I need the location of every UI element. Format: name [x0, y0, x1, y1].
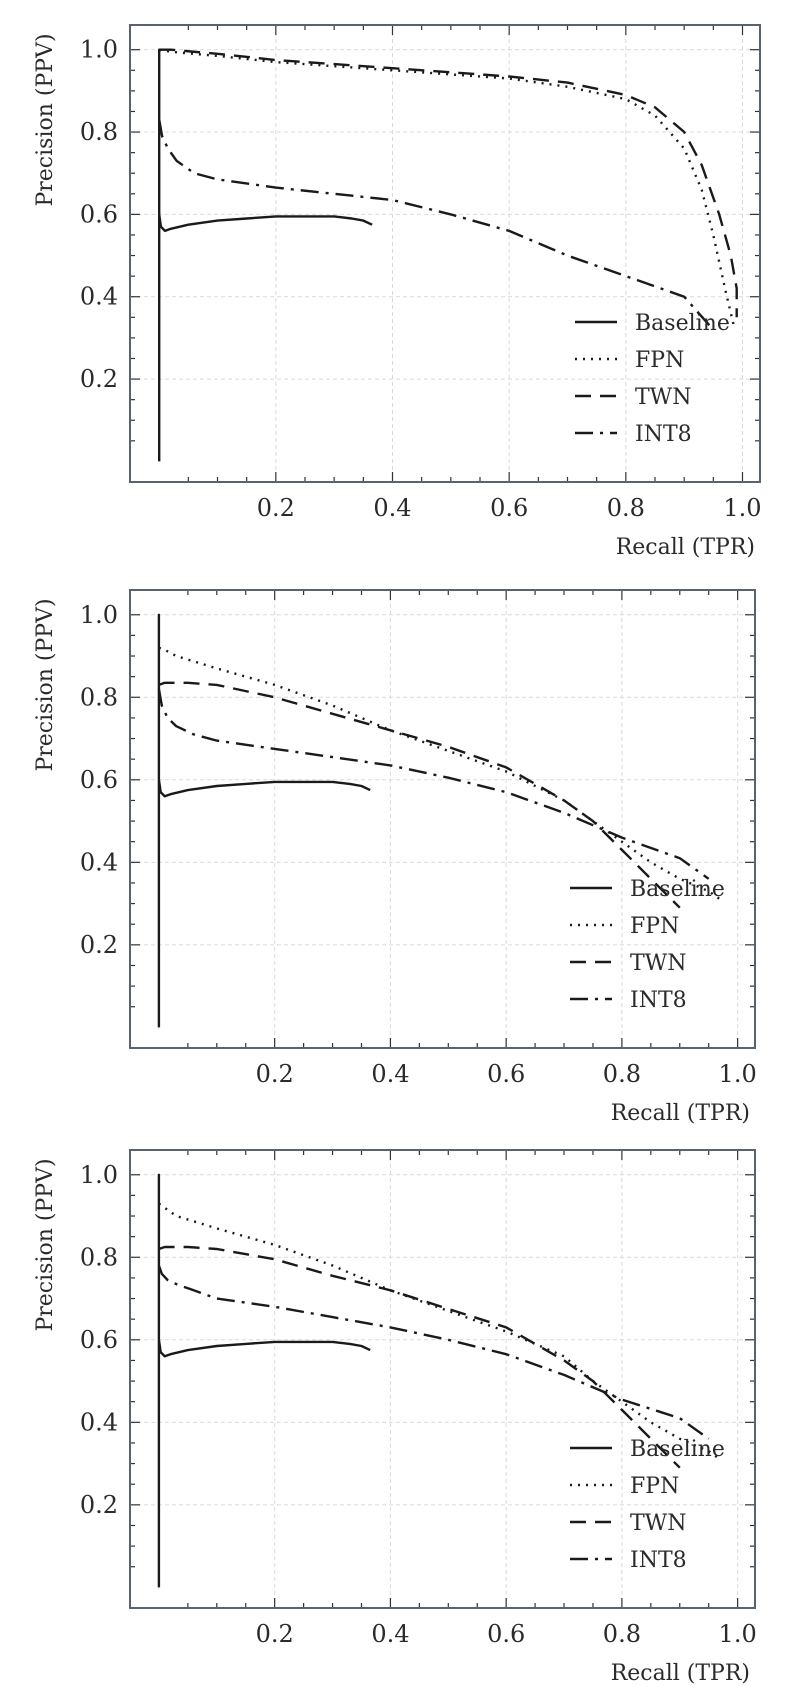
- plot-frame: [129, 589, 756, 1049]
- series-twn-line: [159, 48, 738, 318]
- y-tick-label: 0.8: [80, 1243, 118, 1271]
- x-tick-label: 0.6: [490, 494, 528, 522]
- y-tick-label: 1.0: [80, 601, 118, 629]
- y-axis-label: Precision (PPV): [33, 33, 58, 206]
- plot-frame: [129, 1149, 756, 1609]
- x-tick-label: 0.4: [373, 494, 411, 522]
- y-tick-label: 0.6: [80, 200, 118, 228]
- legend: Baseline FPN TWN INT8: [570, 877, 725, 1013]
- series-int8-line: [157, 688, 710, 880]
- legend: Baseline FPN TWN INT8: [575, 311, 730, 447]
- x-tick-label: 0.2: [257, 494, 295, 522]
- legend-label-twn: TWN: [630, 951, 687, 976]
- series-baseline-line: [157, 48, 373, 462]
- plot-frame: [129, 24, 761, 483]
- y-axis-label: Precision (PPV): [33, 598, 58, 771]
- legend-label-twn: TWN: [630, 1511, 687, 1536]
- y-tick-label: 1.0: [80, 1161, 118, 1189]
- series-baseline-line: [157, 613, 371, 1028]
- x-tick-label: 0.8: [607, 494, 645, 522]
- x-tick-label: 0.2: [256, 1060, 294, 1088]
- legend-label-fpn: FPN: [630, 914, 679, 939]
- y-axis-label: Precision (PPV): [33, 1158, 58, 1331]
- legend-label-baseline: Baseline: [635, 311, 730, 336]
- x-tick-label: 1.0: [719, 1620, 757, 1648]
- legend-label-twn: TWN: [635, 385, 692, 410]
- series-int8-line: [158, 119, 715, 331]
- y-tick-label: 0.4: [80, 848, 118, 876]
- y-tick-label: 0.4: [80, 1408, 118, 1436]
- chart-panel-3: 0.2 0.2 0.4 0.4 0.6 0.6 0.8 0.8 1.0 1.0 Recall (TP…: [33, 1149, 757, 1686]
- x-tick-label: 0.6: [487, 1060, 525, 1088]
- series-int8-line: [157, 1265, 710, 1440]
- x-tick-label: 0.8: [603, 1620, 641, 1648]
- legend-label-int8: INT8: [635, 422, 692, 447]
- legend-label-fpn: FPN: [630, 1474, 679, 1499]
- chart-panel-2: 0.2 0.2 0.4 0.4 0.6 0.6 0.8 0.8 1.0 1.0 Recall (TP…: [33, 589, 757, 1126]
- x-tick-label: 0.4: [371, 1060, 409, 1088]
- chart-panel-1: 0.2 0.2 0.4 0.4 0.6 0.6 0.8 0.8 1.0 1.0 Recall (TP…: [33, 24, 762, 560]
- x-tick-label: 0.4: [371, 1620, 409, 1648]
- legend: Baseline FPN TWN INT8: [570, 1437, 725, 1573]
- legend-label-baseline: Baseline: [630, 877, 725, 902]
- y-tick-label: 0.6: [80, 766, 118, 794]
- series-fpn-line: [158, 646, 721, 901]
- y-tick-label: 0.2: [80, 931, 118, 959]
- series-twn-line: [158, 1245, 681, 1469]
- x-tick-label: 0.6: [487, 1620, 525, 1648]
- x-axis-label: Recall (TPR): [611, 1661, 750, 1686]
- x-tick-label: 1.0: [723, 494, 761, 522]
- legend-label-int8: INT8: [630, 1548, 687, 1573]
- x-axis-label: Recall (TPR): [616, 535, 755, 560]
- x-tick-label: 1.0: [719, 1060, 757, 1088]
- legend-label-fpn: FPN: [635, 348, 684, 373]
- x-axis-label: Recall (TPR): [611, 1101, 750, 1126]
- y-tick-label: 1.0: [80, 36, 118, 64]
- y-tick-label: 0.8: [80, 683, 118, 711]
- legend-label-baseline: Baseline: [630, 1437, 725, 1462]
- y-tick-label: 0.2: [80, 1491, 118, 1519]
- y-tick-label: 0.4: [80, 283, 118, 311]
- series-fpn-line: [158, 1202, 721, 1461]
- series-baseline-line: [157, 1173, 371, 1588]
- x-tick-label: 0.2: [256, 1620, 294, 1648]
- y-tick-label: 0.6: [80, 1326, 118, 1354]
- series-twn-line: [158, 681, 681, 909]
- x-tick-label: 0.8: [603, 1060, 641, 1088]
- y-tick-label: 0.8: [80, 118, 118, 146]
- y-tick-label: 0.2: [80, 365, 118, 393]
- legend-label-int8: INT8: [630, 988, 687, 1013]
